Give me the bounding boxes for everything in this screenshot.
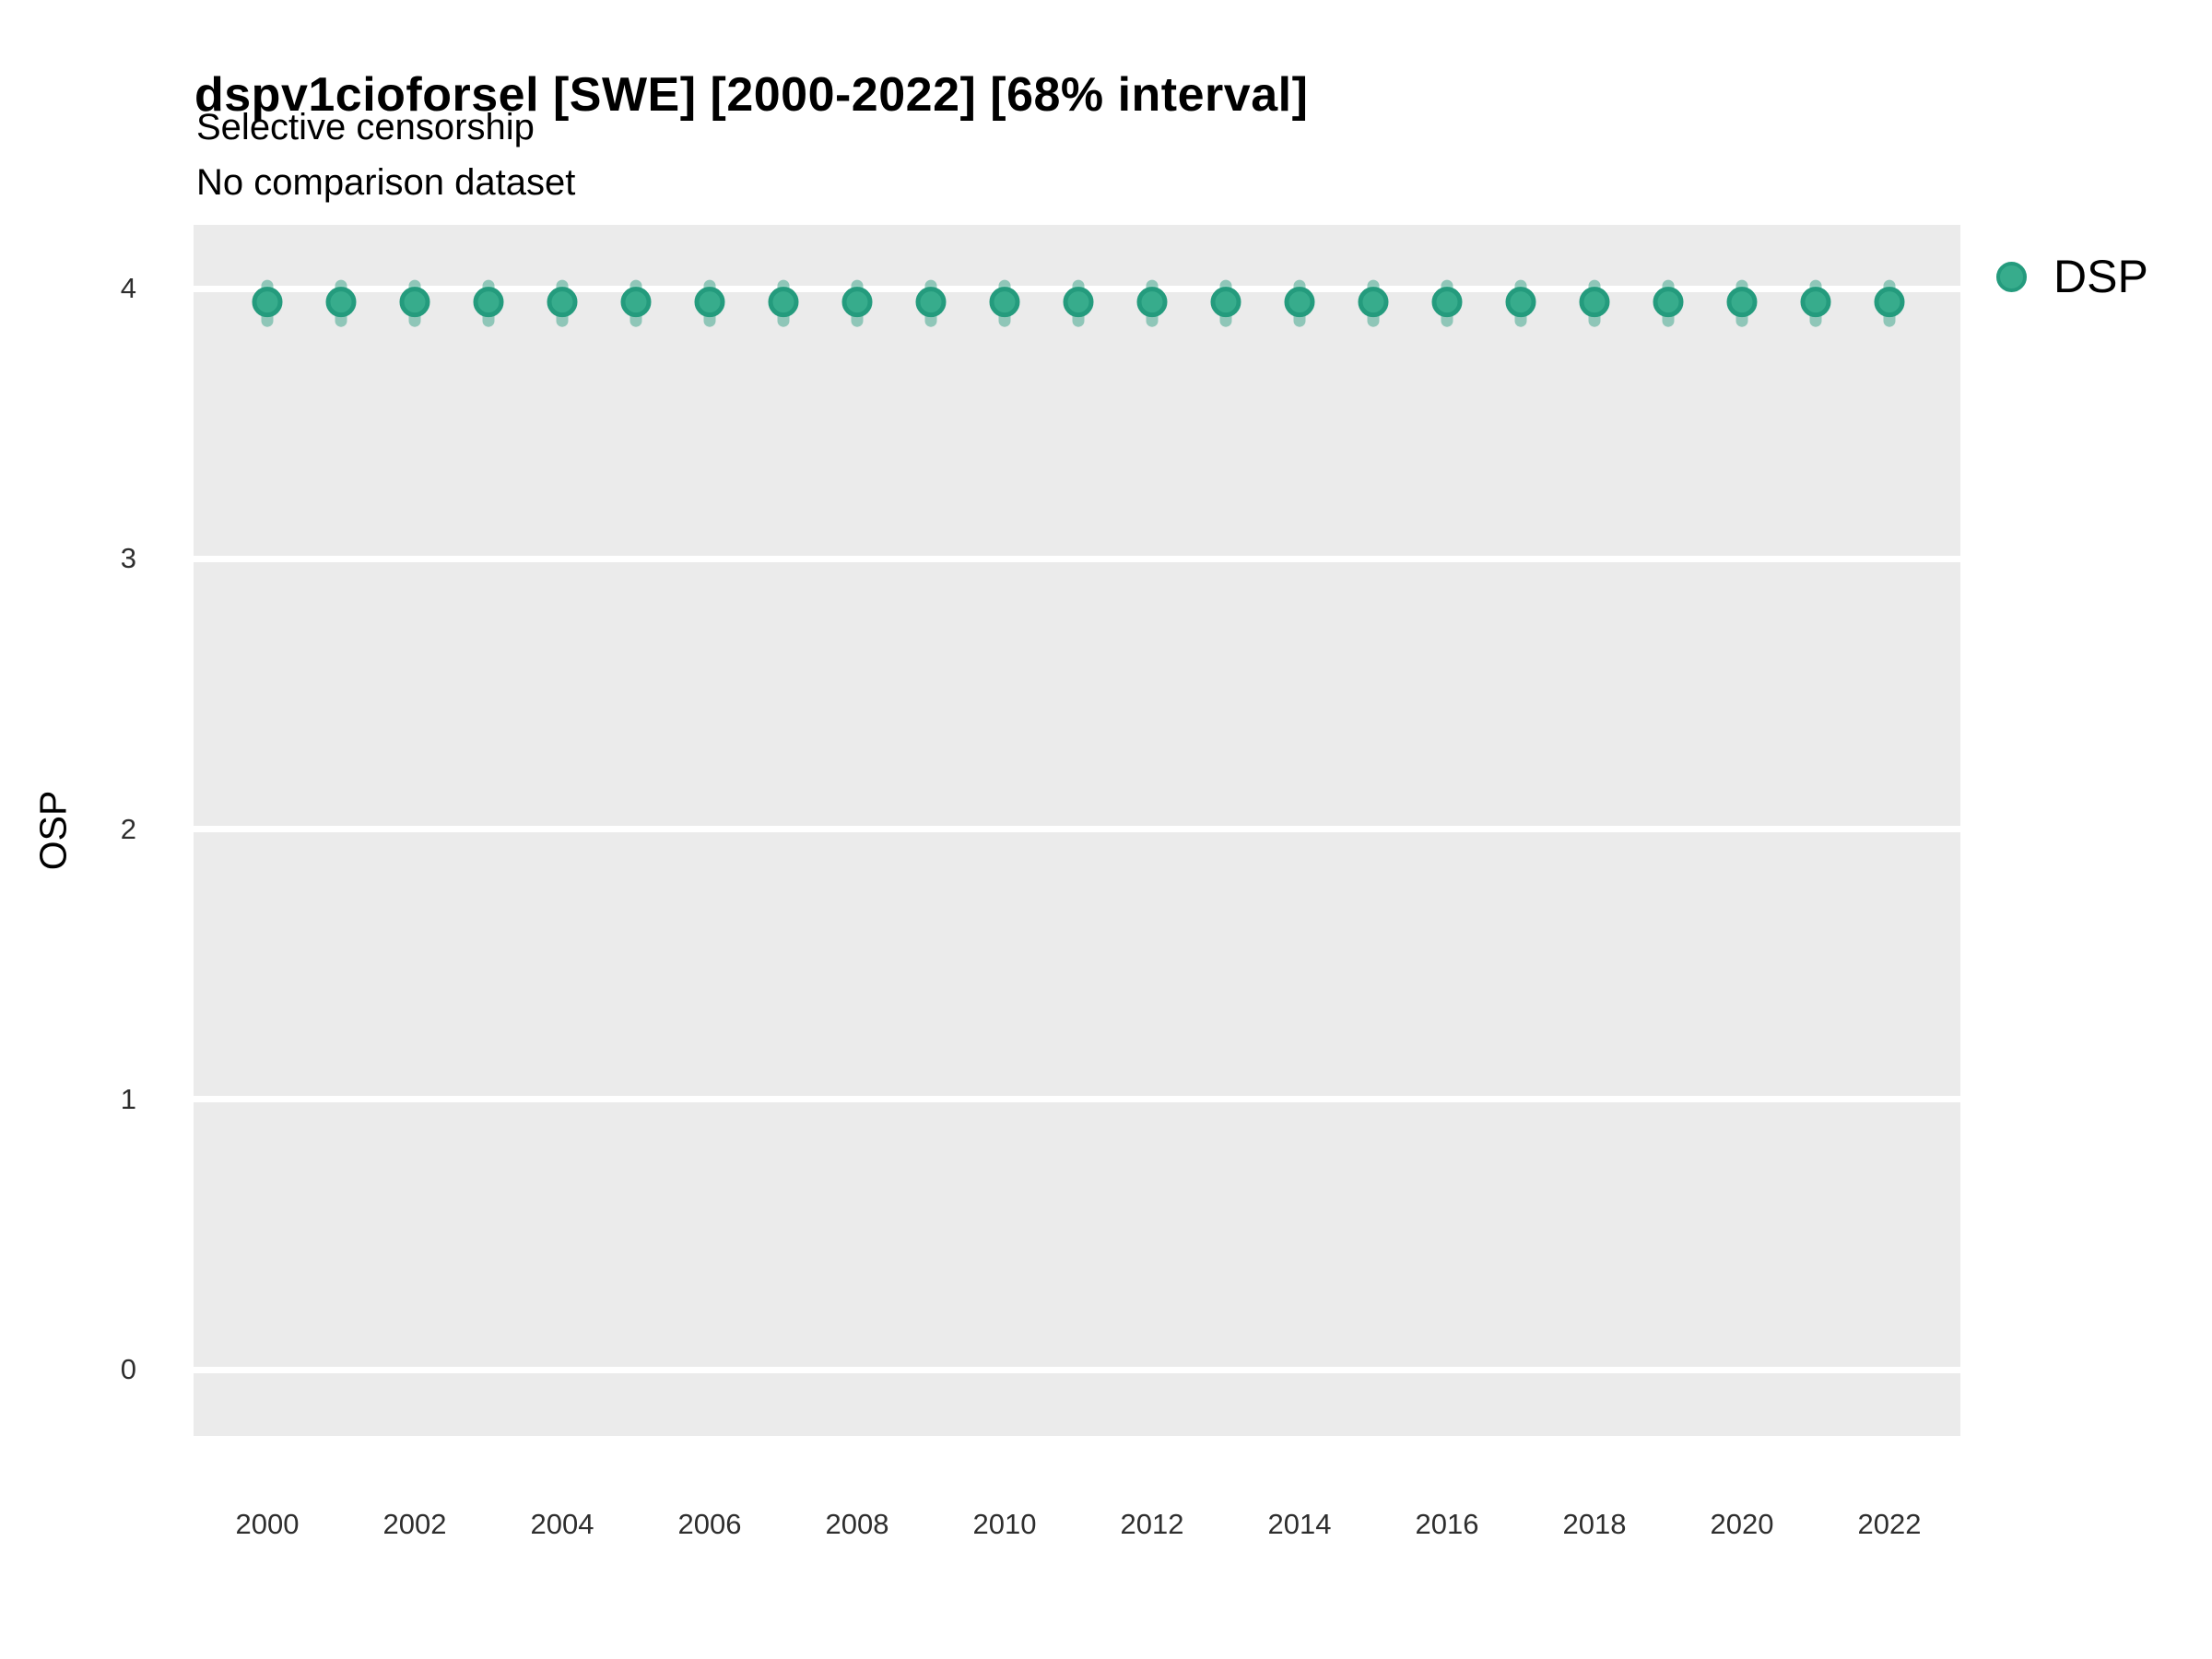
x-tick-label: 2006: [677, 1508, 742, 1540]
data-point: [915, 287, 947, 318]
data-point: [399, 287, 430, 318]
data-point: [1210, 287, 1241, 318]
y-gridline: [194, 826, 1960, 832]
data-point: [989, 287, 1020, 318]
data-point: [1505, 287, 1536, 318]
y-gridline: [194, 1366, 1960, 1373]
data-point: [1136, 287, 1168, 318]
y-tick-label: 3: [120, 542, 136, 575]
x-tick-label: 2008: [825, 1508, 889, 1540]
chart-subtitle-line1: Selective censorship: [196, 107, 535, 147]
data-point: [252, 287, 283, 318]
data-point: [1063, 287, 1094, 318]
page-title: dspv1cioforsel [SWE] [2000-2022] [68% in…: [194, 67, 1309, 122]
plot-panel: [194, 225, 1960, 1436]
data-point: [694, 287, 725, 318]
y-tick-label: 0: [120, 1353, 136, 1385]
x-tick-label: 2000: [235, 1508, 300, 1540]
x-tick-label: 2016: [1415, 1508, 1479, 1540]
legend-point-icon: [1996, 262, 2027, 292]
data-point: [1431, 287, 1463, 318]
x-tick-label: 2004: [530, 1508, 594, 1540]
x-tick-label: 2010: [972, 1508, 1037, 1540]
data-point: [1726, 287, 1758, 318]
chart-subtitle-line2: No comparison dataset: [196, 162, 576, 203]
data-point: [620, 287, 652, 318]
y-tick-label: 1: [120, 1082, 136, 1115]
data-point: [547, 287, 578, 318]
legend-label: DSP: [2053, 251, 2148, 302]
data-point: [1653, 287, 1684, 318]
data-point: [1358, 287, 1389, 318]
y-tick-label: 2: [120, 812, 136, 845]
x-tick-label: 2020: [1710, 1508, 1774, 1540]
data-point: [1579, 287, 1610, 318]
data-point: [768, 287, 799, 318]
scatter-points-layer: [252, 279, 1905, 327]
x-tick-label: 2014: [1267, 1508, 1332, 1540]
data-point: [1800, 287, 1831, 318]
y-tick-label: 4: [120, 272, 136, 304]
data-point: [473, 287, 504, 318]
x-tick-label: 2002: [382, 1508, 447, 1540]
data-point: [841, 287, 873, 318]
x-tick-label: 2018: [1562, 1508, 1627, 1540]
y-gridline: [194, 555, 1960, 562]
data-point: [325, 287, 357, 318]
y-gridline: [194, 1096, 1960, 1103]
data-point: [1284, 287, 1315, 318]
x-tick-label: 2012: [1120, 1508, 1184, 1540]
x-tick-label: 2022: [1857, 1508, 1922, 1540]
data-point: [1874, 287, 1905, 318]
